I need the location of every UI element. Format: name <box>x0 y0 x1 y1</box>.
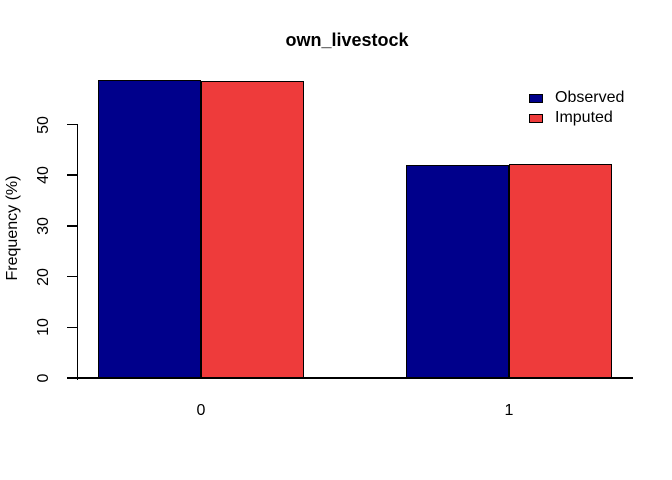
legend: Observed Imputed <box>529 88 624 128</box>
bar-imputed-1 <box>509 163 612 378</box>
y-tick-label-40: 40 <box>35 166 52 185</box>
y-tick-label-0: 0 <box>35 373 52 383</box>
y-tick-label-50: 50 <box>35 115 52 134</box>
imputed-swatch-icon <box>529 113 543 123</box>
x-tick-label-0: 0 <box>196 402 206 419</box>
y-tick-0 <box>67 377 78 379</box>
y-tick-20 <box>67 275 78 278</box>
y-tick-label-30: 30 <box>35 216 52 235</box>
legend-label-imputed: Imputed <box>555 109 613 126</box>
y-tick-30 <box>67 225 78 227</box>
y-tick-50 <box>67 123 78 126</box>
x-tick-label-1: 1 <box>504 402 514 419</box>
observed-swatch-icon <box>529 93 543 103</box>
legend-item-observed: Observed <box>529 88 624 108</box>
y-tick-40 <box>67 174 78 176</box>
legend-label-observed: Observed <box>555 89 625 106</box>
bar-observed-0 <box>98 79 201 378</box>
y-axis-label: Frequency (%) <box>4 175 21 281</box>
y-tick-10 <box>67 326 78 329</box>
x-axis-line <box>67 377 633 379</box>
legend-item-imputed: Imputed <box>529 108 624 128</box>
y-tick-label-10: 10 <box>35 318 52 337</box>
y-axis-line <box>76 124 78 380</box>
y-tick-label-20: 20 <box>35 267 52 286</box>
bar-imputed-0 <box>201 81 304 378</box>
bar-observed-1 <box>406 164 509 378</box>
chart-title: own_livestock <box>285 30 409 50</box>
